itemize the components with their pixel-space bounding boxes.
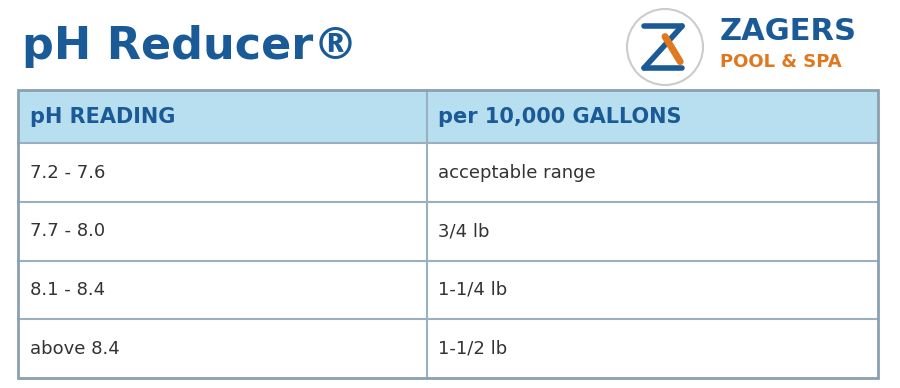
Bar [18,202,878,261]
Bar [18,143,878,202]
Text: ZAGERS: ZAGERS [720,17,857,47]
Bar [18,90,878,378]
Text: per 10,000 GALLONS: per 10,000 GALLONS [438,107,682,126]
Text: 7.2 - 7.6: 7.2 - 7.6 [30,164,105,182]
Text: above 8.4: above 8.4 [30,340,120,358]
Text: pH READING: pH READING [30,107,176,126]
Bar [18,90,878,143]
Text: POOL & SPA: POOL & SPA [720,53,842,71]
Text: 3/4 lb: 3/4 lb [438,222,490,240]
Text: 1-1/2 lb: 1-1/2 lb [438,340,508,358]
Bar [18,319,878,378]
Text: 1-1/4 lb: 1-1/4 lb [438,281,508,299]
Bar [18,261,878,319]
Text: acceptable range: acceptable range [438,164,596,182]
Text: 8.1 - 8.4: 8.1 - 8.4 [30,281,105,299]
Text: pH Reducer®: pH Reducer® [22,26,358,69]
Circle shape [628,10,702,84]
Text: 7.7 - 8.0: 7.7 - 8.0 [30,222,105,240]
